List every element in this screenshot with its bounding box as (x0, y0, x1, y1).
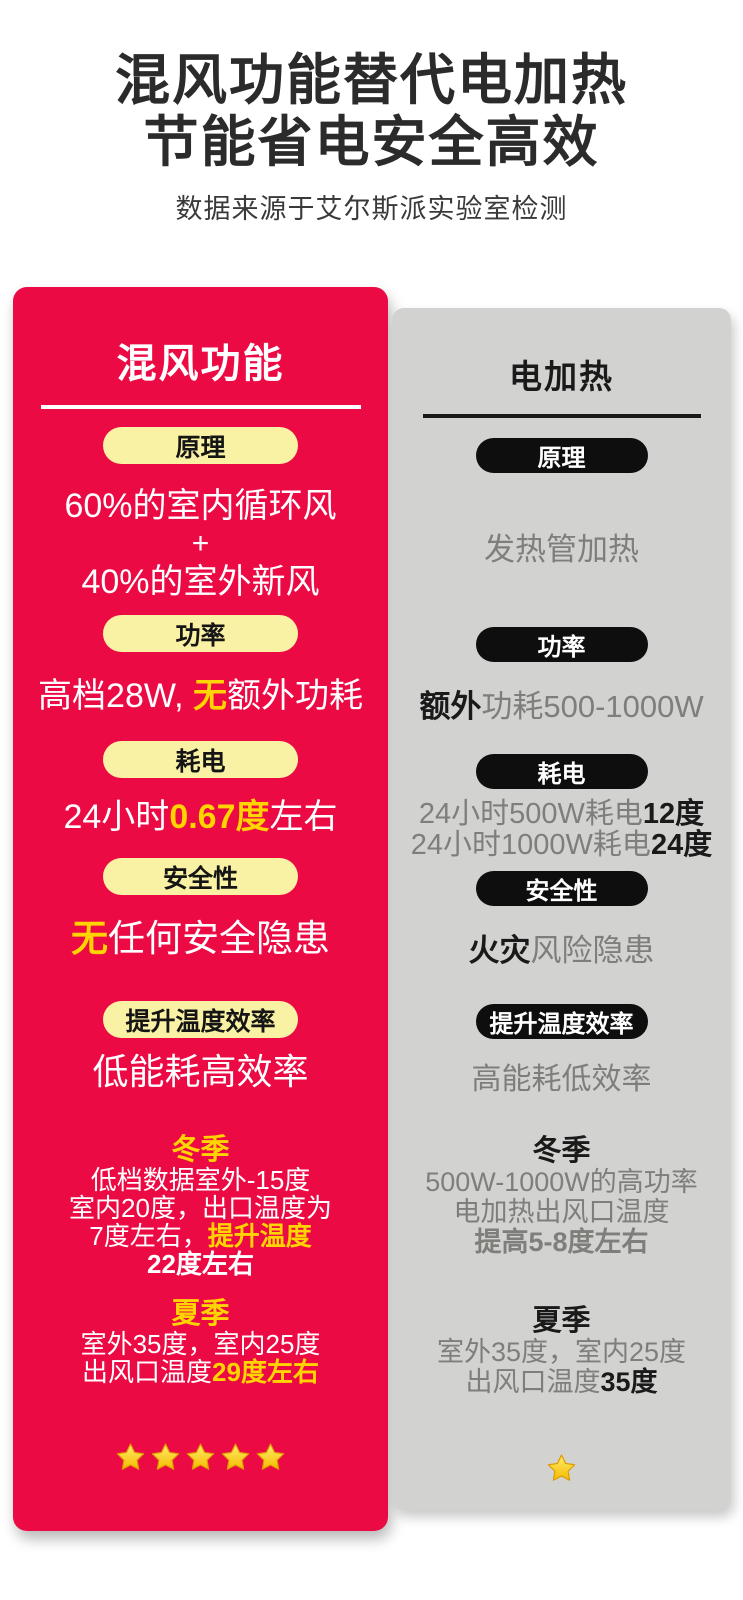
principle-value: 发热管加热 (484, 532, 639, 567)
efficiency-badge: 提升温度效率 (103, 1001, 298, 1038)
summer-title: 夏季 (171, 1298, 230, 1330)
summer-line2-highlight: 35度 (600, 1367, 658, 1397)
power-post: 额外功耗 (226, 677, 363, 715)
consumption-line1-pre: 24小时500W耗电 (418, 798, 643, 830)
winter-line3-pre: 7度左右， (89, 1221, 208, 1251)
consumption-badge: 耗电 (103, 741, 298, 778)
winter-line3-highlight: 提高5-8度左右 (474, 1227, 649, 1257)
power-value: 高档28W, 无额外功耗 (13, 675, 388, 717)
efficiency-badge: 提升温度效率 (475, 1004, 648, 1039)
consumption-line2-pre: 24小时1000W耗电 (410, 829, 651, 861)
electric-heating-card: 电加热 原理 发热管加热 功率 额外功耗500-1000W 耗电 24小时500… (392, 308, 731, 1510)
power-value: 额外功耗500-1000W (392, 688, 731, 726)
efficiency-value: 高能耗低效率 (471, 1063, 652, 1096)
consumption-highlight: 0.67度 (169, 798, 270, 836)
page-title-line1: 混风功能替代电加热 (114, 49, 628, 111)
consumption-line1-highlight: 12度 (642, 798, 705, 830)
safety-post: 任何安全隐患 (108, 918, 330, 959)
summer-line2-highlight: 29度左右 (212, 1357, 319, 1387)
power-highlight: 无 (192, 677, 227, 715)
power-pre: 高档28W, (38, 677, 193, 715)
summer-section: 夏季 室外35度，室内25度 出风口温度35度 (392, 1305, 731, 1397)
summer-line2-pre: 出风口温度 (82, 1357, 213, 1387)
winter-line3-highlight: 提升温度 (207, 1221, 312, 1251)
plus-sign: + (191, 527, 210, 560)
principle-badge: 原理 (475, 438, 648, 473)
principle-line1: 60%的室内循环风 (64, 487, 337, 525)
consumption-value: 24小时500W耗电12度 24小时1000W耗电24度 (392, 799, 731, 861)
principle-value: 60%的室内循环风 + 40%的室外新风 (13, 486, 388, 602)
safety-value: 无任何安全隐患 (13, 917, 388, 961)
safety-highlight: 火灾 (468, 933, 531, 968)
star-icon (151, 1443, 180, 1470)
summer-line1: 室外35度，室内25度 (436, 1337, 687, 1367)
safety-post: 风险隐患 (530, 933, 655, 968)
consumption-line2: 24小时1000W耗电24度 (392, 830, 731, 861)
star-icon (221, 1443, 250, 1470)
consumption-line1: 24小时500W耗电12度 (392, 799, 731, 830)
page-title-line2: 节能省电安全高效 (143, 110, 600, 173)
star-icon (186, 1443, 215, 1470)
summer-line2: 出风口温度35度 (392, 1367, 731, 1397)
summer-section: 夏季 室外35度，室内25度 出风口温度29度左右 (13, 1298, 388, 1386)
winter-line4-highlight: 22度左右 (147, 1249, 254, 1279)
winter-section: 冬季 低档数据室外-15度 室内20度，出口温度为 7度左右，提升温度 22度左… (13, 1134, 388, 1278)
winter-line1: 低档数据室外-15度 (90, 1165, 311, 1195)
summer-line2-pre: 出风口温度 (465, 1367, 601, 1397)
winter-line2: 电加热出风口温度 (453, 1197, 670, 1227)
winter-section: 冬季 500W-1000W的高功率 电加热出风口温度 提高5-8度左右 (392, 1135, 731, 1257)
safety-highlight: 无 (71, 918, 108, 959)
summer-line1: 室外35度，室内25度 (80, 1329, 321, 1359)
principle-badge: 原理 (103, 427, 298, 464)
power-highlight: 额外 (419, 689, 482, 724)
efficiency-value: 低能耗高效率 (92, 1051, 309, 1092)
principle-line2: 40%的室外新风 (81, 563, 320, 601)
star-icon (547, 1454, 576, 1481)
consumption-value: 24小时0.67度左右 (13, 796, 388, 838)
mixed-air-card: 混风功能 原理 60%的室内循环风 + 40%的室外新风 功率 高档28W, 无… (13, 287, 388, 1531)
consumption-post: 左右 (269, 798, 338, 836)
star-icon (256, 1443, 285, 1470)
consumption-pre: 24小时 (63, 798, 170, 836)
winter-line3: 7度左右，提升温度 (13, 1222, 388, 1250)
consumption-line2-highlight: 24度 (650, 829, 713, 861)
winter-line1: 500W-1000W的高功率 (425, 1167, 698, 1197)
divider-line (40, 405, 361, 409)
mixed-air-card-title: 混风功能 (116, 342, 285, 386)
page-header: 混风功能替代电加热 节能省电安全高效 数据来源于艾尔斯派实验室检测 (0, 0, 743, 226)
power-badge: 功率 (475, 627, 648, 662)
electric-heating-card-title: 电加热 (509, 358, 614, 395)
consumption-badge: 耗电 (475, 754, 648, 789)
safety-badge: 安全性 (475, 871, 648, 906)
summer-title: 夏季 (532, 1305, 591, 1337)
page-title: 混风功能替代电加热 节能省电安全高效 (0, 49, 743, 173)
rating-stars-left (13, 1442, 388, 1473)
data-source-note: 数据来源于艾尔斯派实验室检测 (175, 194, 568, 225)
divider-line (422, 414, 701, 418)
winter-title: 冬季 (171, 1134, 230, 1166)
safety-badge: 安全性 (103, 858, 298, 895)
winter-title: 冬季 (532, 1135, 591, 1167)
rating-stars-right (392, 1453, 731, 1484)
safety-value: 火灾风险隐患 (392, 932, 731, 970)
winter-line2: 室内20度，出口温度为 (69, 1193, 332, 1223)
summer-line2: 出风口温度29度左右 (13, 1358, 388, 1386)
star-icon (116, 1443, 145, 1470)
power-badge: 功率 (103, 615, 298, 652)
power-post: 功耗500-1000W (481, 689, 704, 724)
